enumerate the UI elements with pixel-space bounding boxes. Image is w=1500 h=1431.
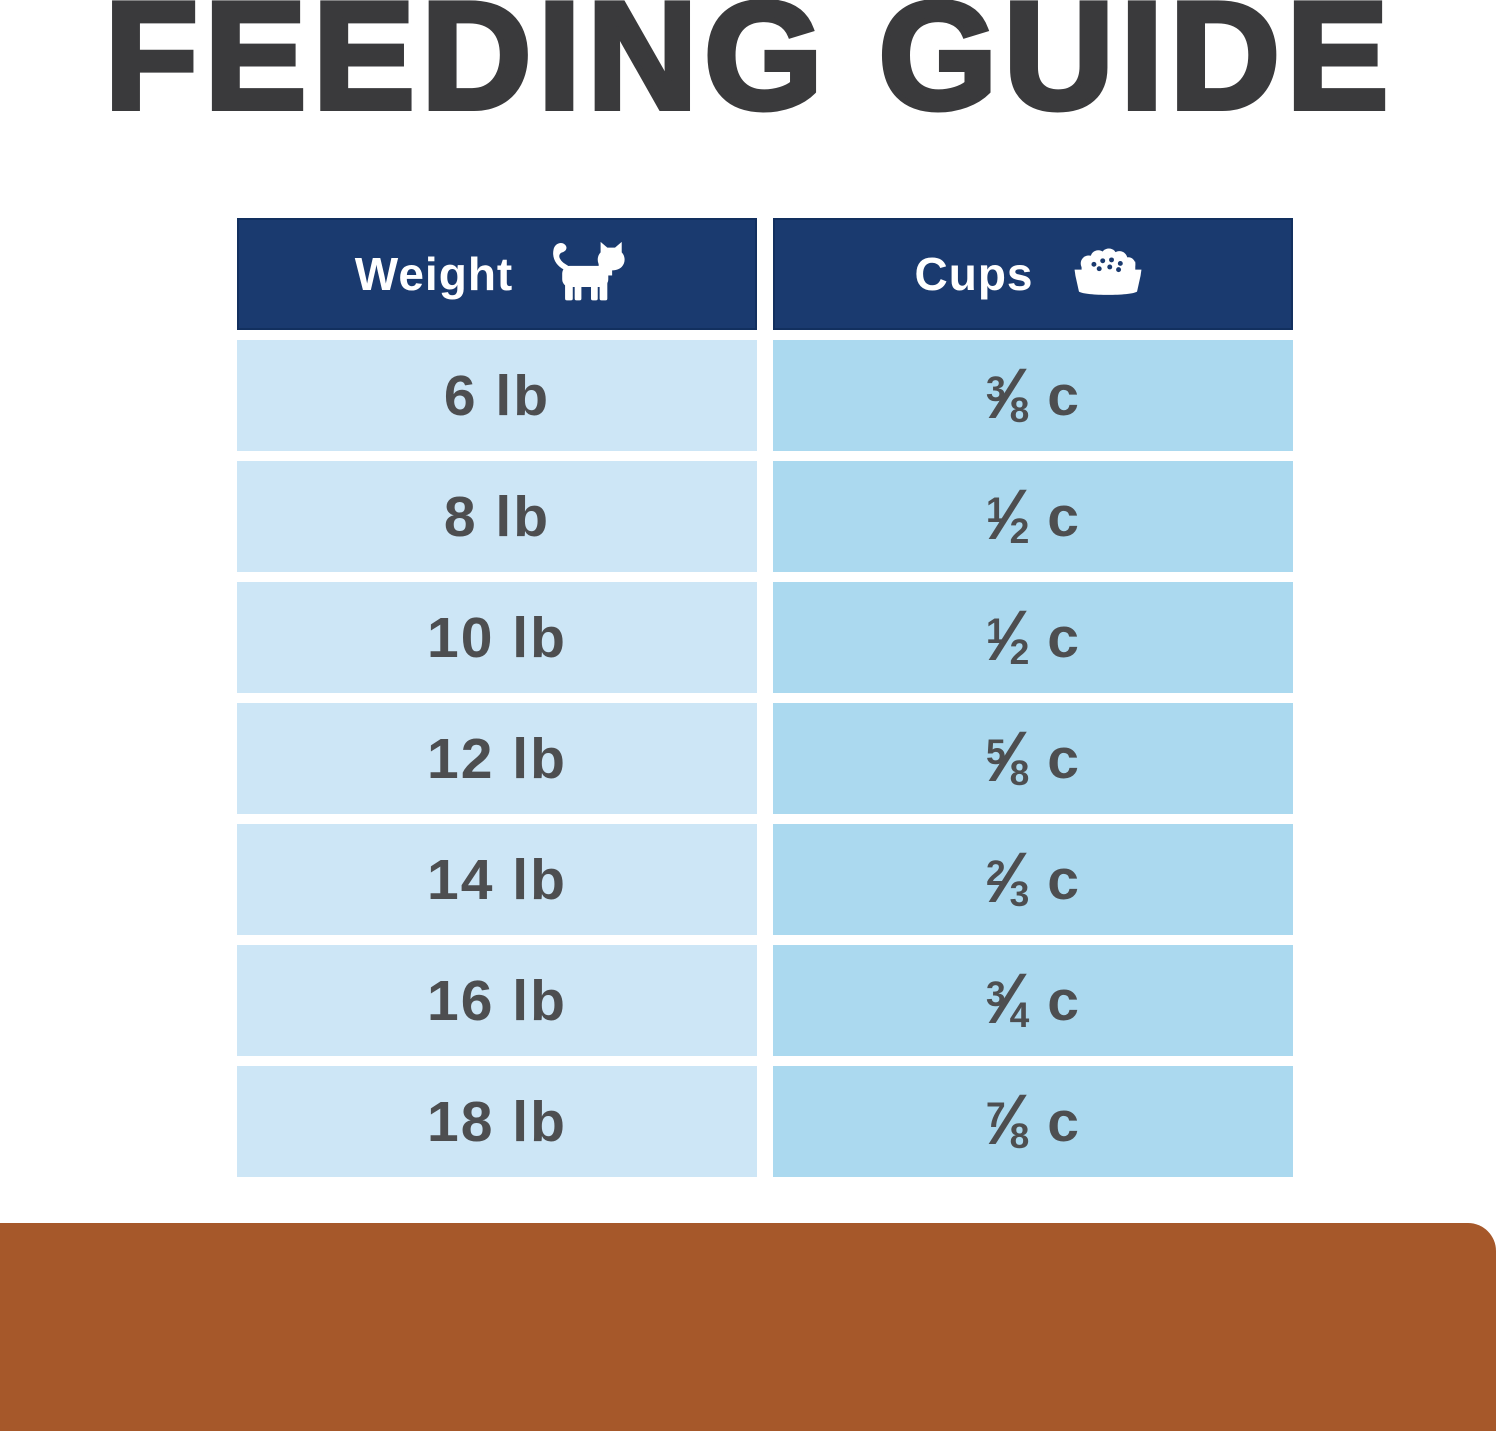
cups-cell: 7⁄8 c — [773, 1066, 1293, 1177]
cups-cell: 3⁄4 c — [773, 945, 1293, 1056]
weight-value: 10 lb — [427, 605, 567, 670]
weight-value: 18 lb — [427, 1089, 567, 1154]
cups-value: 1⁄2 c — [986, 596, 1080, 677]
cups-column-label: Cups — [914, 248, 1034, 300]
weight-cell: 16 lb — [237, 945, 757, 1056]
pet-food-bowl-icon — [1074, 248, 1141, 295]
feeding-table: Weight Cups — [237, 218, 1293, 1177]
header-cell-weight: Weight — [237, 218, 757, 330]
weight-cell: 18 lb — [237, 1066, 757, 1177]
cups-cell: 1⁄2 c — [773, 461, 1293, 572]
cups-cell: 3⁄8 c — [773, 340, 1293, 451]
cups-value: 5⁄8 c — [986, 717, 1080, 798]
weight-value: 8 lb — [443, 484, 551, 549]
cups-cell: 1⁄2 c — [773, 582, 1293, 693]
header-cell-cups: Cups — [773, 218, 1293, 330]
weight-value: 14 lb — [427, 847, 567, 912]
cups-value: 7⁄8 c — [986, 1080, 1080, 1161]
weight-cell: 14 lb — [237, 824, 757, 935]
cups-value: 3⁄4 c — [986, 959, 1080, 1040]
weight-value: 12 lb — [427, 726, 567, 791]
weight-value: 16 lb — [427, 968, 567, 1033]
bottom-accent-band — [0, 1223, 1496, 1431]
cups-value: 2⁄3 c — [986, 838, 1080, 919]
cups-value: 1⁄2 c — [986, 475, 1080, 556]
cups-value: 3⁄8 c — [986, 354, 1080, 435]
weight-column-label: Weight — [354, 248, 514, 300]
cups-cell: 2⁄3 c — [773, 824, 1293, 935]
weight-value: 6 lb — [443, 363, 551, 428]
cat-icon — [553, 241, 625, 300]
page-title: FEEDING GUIDE — [102, 0, 1396, 141]
weight-cell: 12 lb — [237, 703, 757, 814]
weight-cell: 10 lb — [237, 582, 757, 693]
cups-cell: 5⁄8 c — [773, 703, 1293, 814]
weight-cell: 6 lb — [237, 340, 757, 451]
weight-cell: 8 lb — [237, 461, 757, 572]
